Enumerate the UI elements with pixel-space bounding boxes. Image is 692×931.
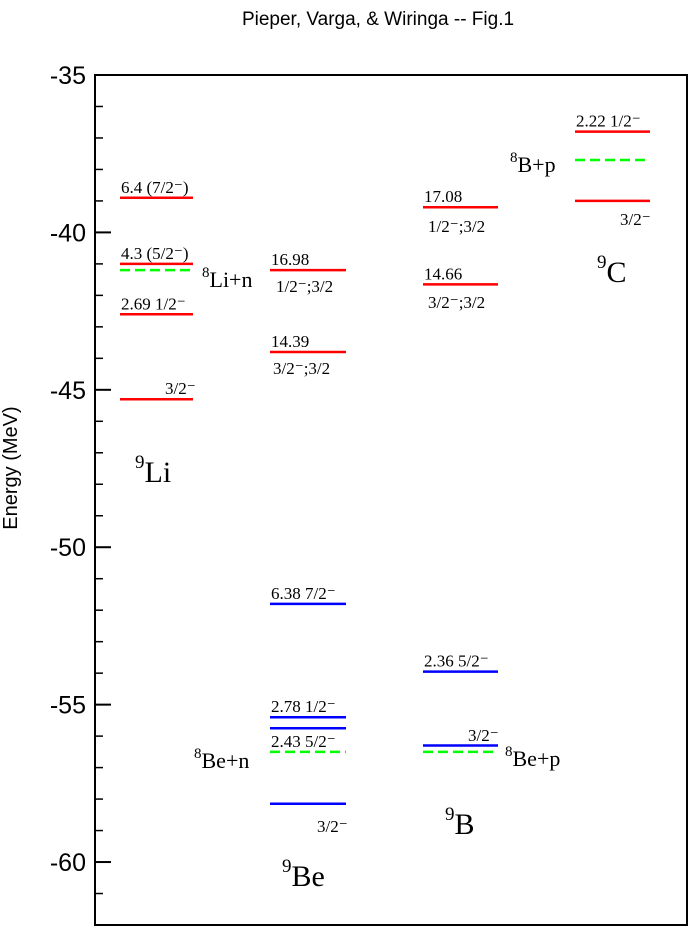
be8p-sup: 8	[505, 744, 513, 760]
be-1698-spin: 1/2⁻;3/2	[276, 277, 333, 296]
energy-level-label: 6.38 7/2⁻	[271, 584, 336, 603]
energy-level-label: 2.22 1/2⁻	[576, 112, 641, 131]
be8n-threshold-label: 8Be+n	[194, 746, 249, 773]
y-tick-label: -45	[50, 377, 86, 405]
nucleus-c-text: C	[607, 256, 627, 289]
energy-level-label: 4.3 (5/2⁻)	[121, 244, 189, 263]
b8p-sup: 8	[510, 150, 518, 166]
nucleus-label-c: 9C	[597, 252, 627, 289]
be8n-text: Be+n	[202, 748, 250, 773]
li8n-text: Li+n	[210, 267, 253, 292]
nucleus-label-be: 9Be	[282, 856, 325, 893]
y-tick-label: -60	[50, 849, 86, 877]
b8p-text: B+p	[518, 152, 556, 177]
energy-level-label: 2.36 5/2⁻	[424, 652, 489, 671]
nucleus-li-sup: 9	[135, 452, 145, 473]
be8p-text: Be+p	[513, 746, 561, 771]
plot-frame	[94, 74, 688, 926]
energy-level-label: 2.43 5/2⁻	[271, 732, 336, 751]
annotations: 3/2⁻ 8Li+n 9Li 1/2⁻;3/2 3/2⁻;3/2 3/2⁻ 8B…	[135, 150, 651, 893]
energy-level-label: 17.08	[424, 187, 462, 206]
y-tick-label: -55	[50, 692, 86, 720]
li8n-sup: 8	[202, 265, 210, 281]
y-axis-ticks: -35 -40 -45 -50 -55 -60	[50, 62, 111, 895]
nucleus-be-sup: 9	[282, 856, 292, 877]
b-1466-spin: 3/2⁻;3/2	[428, 293, 485, 312]
b-1708-spin: 1/2⁻;3/2	[428, 217, 485, 236]
be-gs-spin: 3/2⁻	[317, 817, 348, 836]
chart-title: Pieper, Varga, & Wiringa -- Fig.1	[242, 9, 514, 30]
nucleus-label-b: 9B	[445, 804, 475, 841]
be8p-threshold-label: 8Be+p	[505, 744, 560, 771]
nucleus-b-sup: 9	[445, 804, 455, 825]
energy-level-label: 2.78 1/2⁻	[271, 697, 336, 716]
nucleus-b-text: B	[455, 808, 475, 841]
c-gs-spin: 3/2⁻	[620, 210, 651, 229]
nucleus-be-text: Be	[292, 860, 325, 893]
energy-level-label: 6.4 (7/2⁻)	[121, 178, 189, 197]
energy-levels: 6.4 (7/2⁻) 4.3 (5/2⁻) 2.69 1/2⁻ 16.98 14.39 6…	[120, 112, 650, 806]
nucleus-c-sup: 9	[597, 252, 607, 273]
energy-level-label: 2.69 1/2⁻	[121, 294, 186, 313]
b-gs-spin: 3/2⁻	[468, 726, 499, 745]
energy-level-label: 14.66	[424, 264, 462, 283]
li-gs-spin: 3/2⁻	[165, 379, 196, 398]
y-tick-label: -40	[50, 219, 86, 247]
be8n-sup: 8	[194, 746, 202, 762]
y-tick-label: -50	[50, 534, 86, 562]
nucleus-label-li: 9Li	[135, 452, 171, 489]
nucleus-li-text: Li	[145, 456, 172, 489]
li8n-threshold-label: 8Li+n	[202, 265, 252, 292]
energy-level-label: 16.98	[271, 250, 309, 269]
energy-level-label: 14.39	[271, 332, 309, 351]
y-tick-label: -35	[50, 62, 86, 90]
b8p-threshold-label: 8B+p	[510, 150, 556, 177]
y-axis-label: Energy (MeV)	[0, 406, 22, 529]
be-1439-spin: 3/2⁻;3/2	[273, 359, 330, 378]
